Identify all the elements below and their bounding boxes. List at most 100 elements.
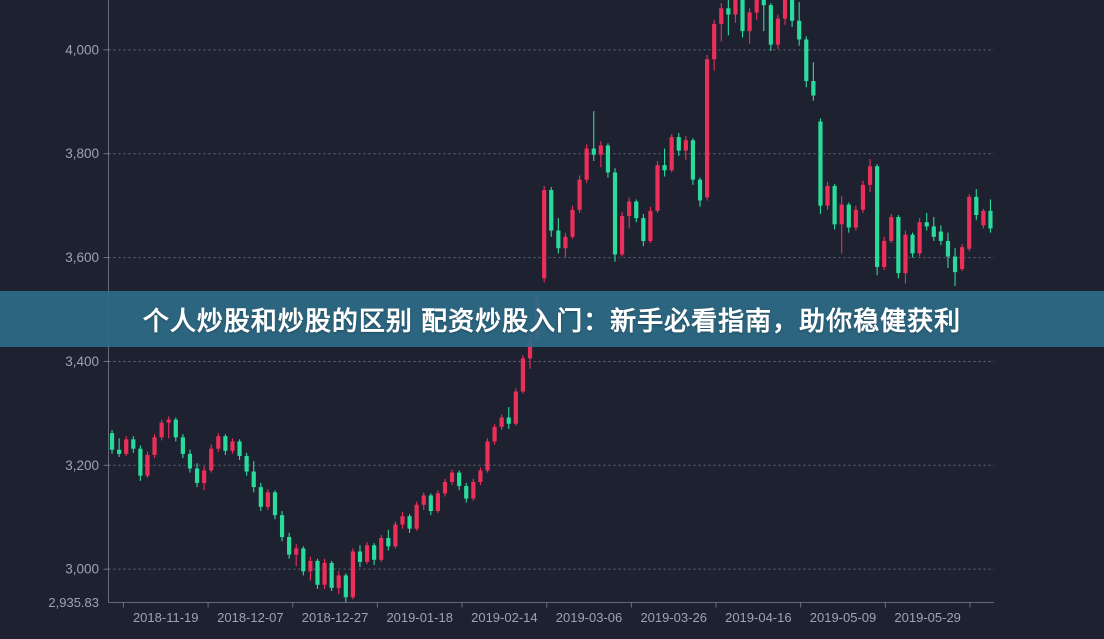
candle-body	[768, 5, 773, 45]
candle-body	[152, 437, 157, 455]
candle-body	[315, 560, 320, 585]
candle-body	[988, 210, 993, 229]
candle-body	[350, 551, 355, 598]
candle-body	[308, 560, 313, 572]
candle-body	[960, 247, 965, 270]
candle-body	[945, 240, 951, 257]
candle-body	[584, 148, 589, 180]
candle-body	[889, 217, 894, 241]
candle-body	[712, 23, 717, 60]
candle-body	[761, 0, 766, 6]
candle-body	[896, 217, 901, 274]
candle-body	[322, 562, 327, 585]
candle-body	[719, 8, 724, 24]
y-axis-label: 4,000	[65, 42, 99, 57]
article-title: 个人炒股和炒股的区别 配资炒股入门：新手必看指南，助你稳健获利	[142, 305, 962, 336]
candle-body	[258, 487, 263, 507]
candle-body	[485, 441, 490, 471]
x-axis-label: 2019-03-06	[556, 610, 623, 625]
candle-body	[697, 179, 703, 201]
candle-body	[138, 448, 143, 476]
candle-body	[974, 196, 979, 215]
candle-body	[471, 481, 476, 499]
candle-body	[931, 226, 936, 237]
candle-body	[754, 0, 759, 13]
candle-body	[662, 165, 667, 171]
candle-body	[499, 417, 504, 427]
candle-body	[556, 230, 561, 249]
title-banner: 个人炒股和炒股的区别 配资炒股入门：新手必看指南，助你稳健获利	[0, 291, 1104, 347]
candle-body	[818, 121, 823, 206]
candle-body	[853, 209, 858, 228]
candle-body	[570, 209, 575, 237]
x-axis-label: 2018-12-07	[217, 610, 284, 625]
candle-body	[223, 436, 228, 451]
candle-body	[563, 236, 568, 249]
candle-body	[265, 492, 270, 507]
candle-body	[811, 81, 816, 96]
candle-body	[329, 562, 334, 588]
x-axis-label: 2019-05-09	[810, 610, 877, 625]
candle-body	[272, 492, 278, 516]
candle-body	[875, 166, 880, 267]
candle-body	[676, 137, 681, 151]
candle-body	[598, 145, 603, 155]
candle-body	[790, 0, 795, 21]
candle-body	[109, 433, 115, 450]
candle-body	[117, 449, 122, 454]
candle-body	[294, 548, 299, 555]
candle-body	[421, 495, 426, 505]
candle-body	[428, 495, 433, 512]
candle-body	[131, 439, 136, 449]
candle-body	[549, 190, 554, 231]
candle-body	[478, 470, 483, 482]
candle-body	[733, 0, 738, 15]
candle-body	[605, 145, 611, 173]
candle-body	[492, 426, 497, 442]
candle-body	[938, 231, 943, 241]
candle-body	[825, 185, 830, 206]
y-axis-label: 3,600	[65, 250, 99, 265]
candle-body	[846, 204, 851, 228]
x-axis-label: 2018-11-19	[133, 610, 199, 625]
candle-body	[542, 190, 547, 279]
x-axis-label: 2019-04-16	[725, 610, 792, 625]
candle-body	[967, 196, 972, 249]
candle-body	[797, 20, 802, 40]
candle-body	[216, 436, 221, 449]
candle-body	[336, 575, 341, 588]
candle-body	[648, 210, 653, 241]
candle-body	[237, 441, 242, 456]
candle-body	[527, 338, 533, 359]
candle-body	[641, 218, 646, 241]
candle-body	[917, 222, 922, 254]
candle-body	[251, 471, 256, 488]
candle-body	[867, 166, 873, 185]
candle-body	[202, 470, 207, 483]
candle-body	[449, 472, 455, 482]
candle-body	[903, 234, 908, 274]
candle-body	[577, 179, 582, 210]
candle-body	[619, 216, 625, 255]
candle-body	[669, 137, 674, 171]
candle-body	[364, 545, 370, 562]
candle-body	[194, 468, 200, 483]
candle-body	[882, 240, 887, 267]
candle-body	[414, 504, 419, 529]
candle-body	[159, 422, 164, 438]
candle-body	[343, 575, 348, 598]
candle-body	[301, 548, 306, 572]
candle-body	[180, 437, 185, 454]
candle-body	[591, 148, 596, 155]
candle-body	[775, 18, 781, 45]
candle-body	[407, 516, 412, 529]
y-axis-min-label: 2,935.83	[48, 595, 99, 610]
candle-body	[187, 453, 193, 469]
candle-body	[287, 536, 292, 555]
x-axis-label: 2019-03-26	[640, 610, 707, 625]
y-axis-label: 3,400	[65, 354, 99, 369]
candle-body	[704, 59, 710, 198]
candle-body	[166, 419, 171, 423]
